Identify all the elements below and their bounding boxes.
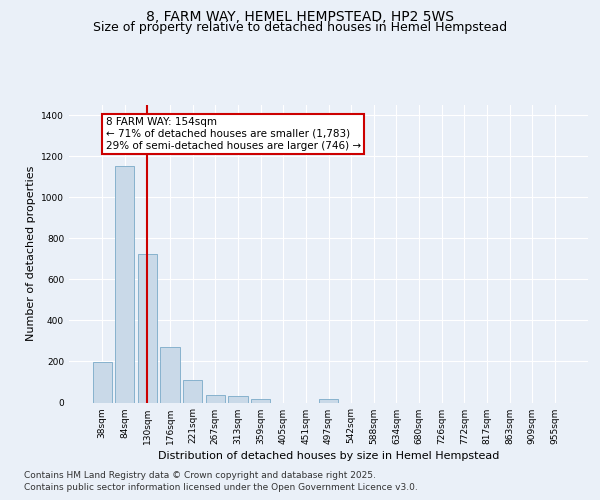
Bar xyxy=(206,395,225,402)
Bar xyxy=(229,396,248,402)
Bar xyxy=(319,400,338,402)
Bar xyxy=(251,400,270,402)
Bar xyxy=(183,380,202,402)
Text: Size of property relative to detached houses in Hemel Hempstead: Size of property relative to detached ho… xyxy=(93,22,507,35)
Bar xyxy=(115,166,134,402)
Text: 8, FARM WAY, HEMEL HEMPSTEAD, HP2 5WS: 8, FARM WAY, HEMEL HEMPSTEAD, HP2 5WS xyxy=(146,10,454,24)
X-axis label: Distribution of detached houses by size in Hemel Hempstead: Distribution of detached houses by size … xyxy=(158,450,499,460)
Bar xyxy=(160,347,180,403)
Bar xyxy=(138,254,157,402)
Y-axis label: Number of detached properties: Number of detached properties xyxy=(26,166,35,342)
Text: 8 FARM WAY: 154sqm
← 71% of detached houses are smaller (1,783)
29% of semi-deta: 8 FARM WAY: 154sqm ← 71% of detached hou… xyxy=(106,118,361,150)
Bar xyxy=(92,362,112,403)
Text: Contains public sector information licensed under the Open Government Licence v3: Contains public sector information licen… xyxy=(24,484,418,492)
Text: Contains HM Land Registry data © Crown copyright and database right 2025.: Contains HM Land Registry data © Crown c… xyxy=(24,471,376,480)
